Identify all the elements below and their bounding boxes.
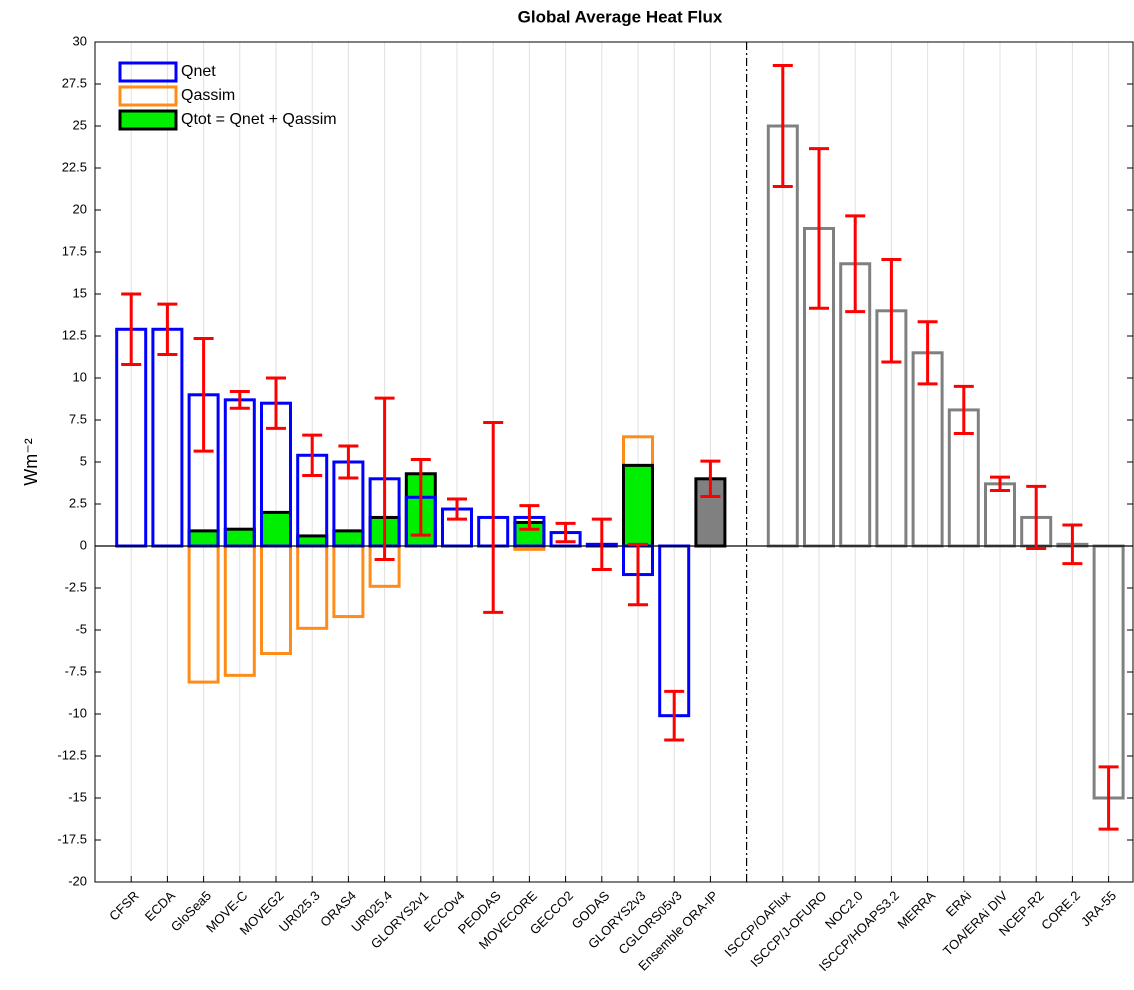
y-tick-label: 17.5 <box>62 243 87 258</box>
error-bar <box>410 457 431 537</box>
y-tick-label: 7.5 <box>69 411 87 426</box>
bar <box>260 510 292 548</box>
y-tick-label: -15 <box>68 789 87 804</box>
error-bar <box>121 292 142 367</box>
legend-label: Qassim <box>181 87 235 104</box>
error-bar <box>917 320 938 386</box>
chart-title: Global Average Heat Flux <box>518 7 723 26</box>
error-bar <box>483 421 504 614</box>
y-tick-label: 0 <box>80 537 87 552</box>
y-tick-label: 2.5 <box>69 495 87 510</box>
error-bar <box>809 147 829 310</box>
y-axis-label: Wm⁻² <box>21 438 41 485</box>
error-bar <box>1062 523 1083 566</box>
y-tick-label: 12.5 <box>62 327 87 342</box>
error-bar <box>374 396 395 561</box>
error-bar <box>302 433 323 477</box>
y-tick-label: 27.5 <box>62 75 87 90</box>
y-tick-label: -2.5 <box>65 579 87 594</box>
error-bar <box>845 214 866 314</box>
bar <box>187 529 220 548</box>
y-tick-label: 25 <box>73 117 87 132</box>
error-bar <box>338 444 359 480</box>
y-tick-label: 20 <box>73 201 87 216</box>
y-tick-label: -20 <box>68 873 87 888</box>
error-bar <box>447 497 467 521</box>
error-bar <box>555 521 576 544</box>
y-tick-label: -12.5 <box>57 747 87 762</box>
legend-swatch <box>118 61 178 83</box>
bar <box>223 527 256 548</box>
legend-label: Qtot = Qnet + Qassim <box>181 111 337 128</box>
x-tick-label: CORE.2 <box>1038 888 1083 933</box>
error-bar <box>1098 765 1119 831</box>
error-bar <box>953 384 974 435</box>
y-tick-label: 30 <box>73 33 87 48</box>
error-bar <box>591 517 612 572</box>
legend-label: Qnet <box>181 63 216 80</box>
y-tick-label: 10 <box>73 369 87 384</box>
legend-swatch <box>118 109 178 131</box>
y-tick-label: -7.5 <box>65 663 87 678</box>
y-tick-label: 5 <box>80 453 87 468</box>
error-bar <box>628 542 648 607</box>
y-tick-label: -10 <box>68 705 87 720</box>
x-tick-label: CFSR <box>106 888 142 924</box>
plot-frame <box>94 41 1134 883</box>
legend-swatch <box>118 85 178 107</box>
bar <box>332 529 365 548</box>
error-bar <box>1026 484 1047 551</box>
y-tick-label: -17.5 <box>57 831 87 846</box>
error-bar <box>193 337 214 453</box>
y-tick-label: 15 <box>73 285 87 300</box>
error-bar <box>664 689 685 742</box>
y-tick-label: -5 <box>75 621 87 636</box>
bar <box>296 534 329 548</box>
error-bar <box>881 258 902 364</box>
y-tick-label: 22.5 <box>62 159 87 174</box>
error-bar <box>772 64 793 188</box>
error-bar <box>700 459 721 498</box>
error-bar <box>157 302 178 356</box>
error-bar <box>990 475 1010 493</box>
x-tick-label: MERRA <box>894 888 938 932</box>
error-bar <box>519 504 540 531</box>
x-tick-label: JRA-55 <box>1078 888 1119 929</box>
x-tick-label: ERAi <box>943 888 975 920</box>
bar <box>622 463 654 548</box>
error-bar <box>266 376 286 430</box>
error-bar <box>229 389 250 410</box>
